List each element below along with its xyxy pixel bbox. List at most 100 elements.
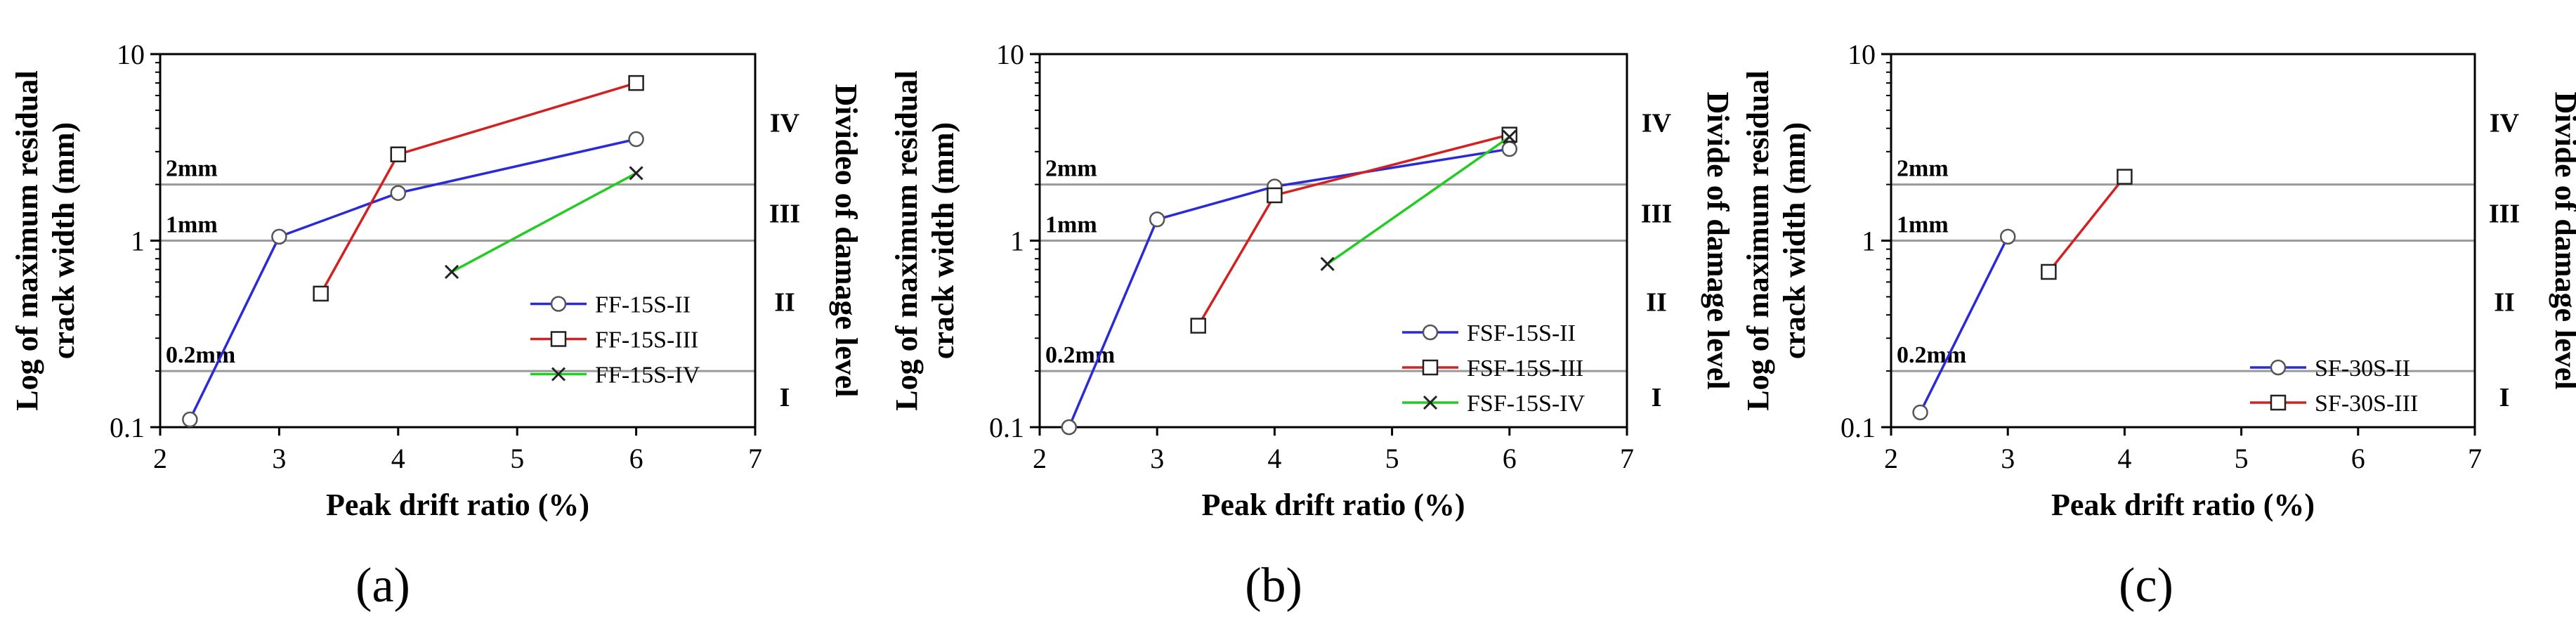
damage-level-label: I [780, 383, 790, 412]
y-tick-label: 0.1 [110, 412, 145, 443]
legend-label: SF-30S-II [2315, 356, 2410, 382]
series-line [1197, 133, 1510, 327]
x-tick-label: 7 [1620, 443, 1634, 474]
chart-panel-a: 2mm 1mm 0.2mm 2 3 4 5 6 7 0.1 1 10 Log of maximum re… [10, 39, 863, 613]
y-axis-title: Log of maximum residual crack width (mm) [889, 70, 960, 410]
data-point [1149, 211, 1165, 228]
data-point [271, 228, 287, 245]
damage-level-label: I [1652, 383, 1662, 412]
x-tick-label: 2 [1884, 443, 1898, 474]
data-point [628, 74, 644, 91]
data-point [628, 131, 644, 148]
x-tick-label: 6 [629, 443, 643, 474]
legend-item: FSF-15S-II [1402, 320, 1576, 346]
y-axis-title-line: crack width (mm) [46, 122, 81, 359]
data-point [1999, 228, 2016, 245]
legend-label: FF-15S-IV [595, 363, 700, 389]
damage-level-label: II [774, 288, 795, 318]
damage-level-label: IV [1642, 108, 1672, 138]
legend-item: FF-15S-IV [530, 363, 700, 389]
series-line [1918, 236, 2009, 413]
series-sf-30s-iii [2041, 169, 2133, 280]
damage-level-label: III [769, 200, 800, 229]
chart-panel-c: 2mm 1mm 0.2mm 2 3 4 5 6 7 0.1 1 10 Log of maximum re… [1741, 39, 2576, 613]
data-point-stroke [629, 166, 643, 181]
series-sf-30s-ii [1912, 228, 2016, 421]
x-axis-title: Peak drift ratio (%) [2051, 488, 2315, 522]
y-axis-title: Log of maximum residual crack width (mm) [10, 70, 81, 410]
damage-level-label: II [1646, 288, 1667, 318]
legend-label: SF-30S-III [2315, 391, 2418, 417]
damage-level-label: III [1641, 200, 1672, 229]
series-line [320, 82, 637, 294]
x-tick-label: 3 [272, 443, 286, 474]
data-point-stroke [1502, 129, 1517, 144]
threshold-label: 2mm [1897, 156, 1949, 182]
data-point [1501, 141, 1518, 157]
damage-level-label: I [2499, 383, 2510, 412]
y-axis-title-line: crack width (mm) [926, 122, 960, 359]
x-tick-label: 7 [748, 443, 762, 474]
threshold-label: 1mm [1897, 212, 1949, 238]
threshold-label: 2mm [166, 156, 218, 182]
legend: FSF-15S-II FSF-15S-III FSF-15S-IV [1402, 320, 1586, 417]
data-point [1423, 395, 1438, 410]
right-axis-title-text: Divide of damage level [1701, 91, 1735, 389]
x-tick-label: 7 [2468, 443, 2482, 474]
data-point-stroke [1423, 395, 1438, 410]
threshold-label: 0.2mm [166, 342, 235, 368]
data-point [182, 411, 198, 428]
data-point [1422, 359, 1439, 376]
data-point [1320, 256, 1335, 271]
panel-caption: (c) [2119, 559, 2173, 613]
x-tick-label: 5 [1385, 443, 1399, 474]
x-tick-label: 3 [2001, 443, 2015, 474]
legend-label: FF-15S-III [595, 327, 698, 353]
legend-label: FF-15S-II [595, 292, 691, 318]
x-tick-label: 5 [2235, 443, 2249, 474]
series-line [1326, 136, 1510, 266]
x-tick-label: 4 [391, 443, 405, 474]
legend: FF-15S-II FF-15S-III FF-15S-IV [530, 292, 700, 389]
data-point [550, 331, 567, 347]
data-point [2270, 394, 2287, 411]
data-point [551, 367, 566, 382]
threshold-label: 2mm [1045, 156, 1097, 182]
data-point [2117, 169, 2133, 185]
data-point [1422, 324, 1439, 341]
y-tick-label: 0.1 [989, 412, 1024, 443]
data-point-stroke [444, 264, 459, 280]
data-point [629, 166, 643, 181]
x-tick-label: 6 [1503, 443, 1517, 474]
data-point [1061, 419, 1078, 436]
series-line [451, 171, 637, 273]
legend: SF-30S-II SF-30S-III [2250, 356, 2418, 417]
data-point [1267, 187, 1283, 204]
damage-level-label: IV [2490, 108, 2520, 138]
x-tick-label: 2 [1033, 443, 1047, 474]
series-ff-15s-ii [182, 131, 644, 428]
series-line [1068, 148, 1510, 428]
series-line [2048, 176, 2126, 273]
legend-item: FF-15S-III [530, 327, 698, 353]
right-axis-title: Divideo of damage level [829, 84, 863, 397]
threshold-label: 1mm [166, 212, 218, 238]
data-point [1502, 129, 1517, 144]
series-fsf-15s-iv [1320, 129, 1517, 271]
legend-item: FF-15S-II [530, 292, 691, 318]
legend-item: SF-30S-II [2250, 356, 2410, 382]
data-point-stroke [1320, 256, 1335, 271]
legend-label: FSF-15S-II [1467, 320, 1576, 346]
x-tick-label: 6 [2351, 443, 2365, 474]
legend-label: FSF-15S-III [1467, 356, 1583, 382]
legend-item: SF-30S-III [2250, 391, 2418, 417]
damage-level-label: IV [770, 108, 800, 138]
damage-level-label: II [2494, 288, 2515, 318]
legend-label: FSF-15S-IV [1467, 391, 1586, 417]
y-tick-label: 10 [117, 39, 145, 70]
series-fsf-15s-iii [1190, 126, 1518, 334]
data-point [1912, 404, 1928, 421]
data-point [313, 285, 329, 302]
threshold-label: 1mm [1045, 212, 1097, 238]
